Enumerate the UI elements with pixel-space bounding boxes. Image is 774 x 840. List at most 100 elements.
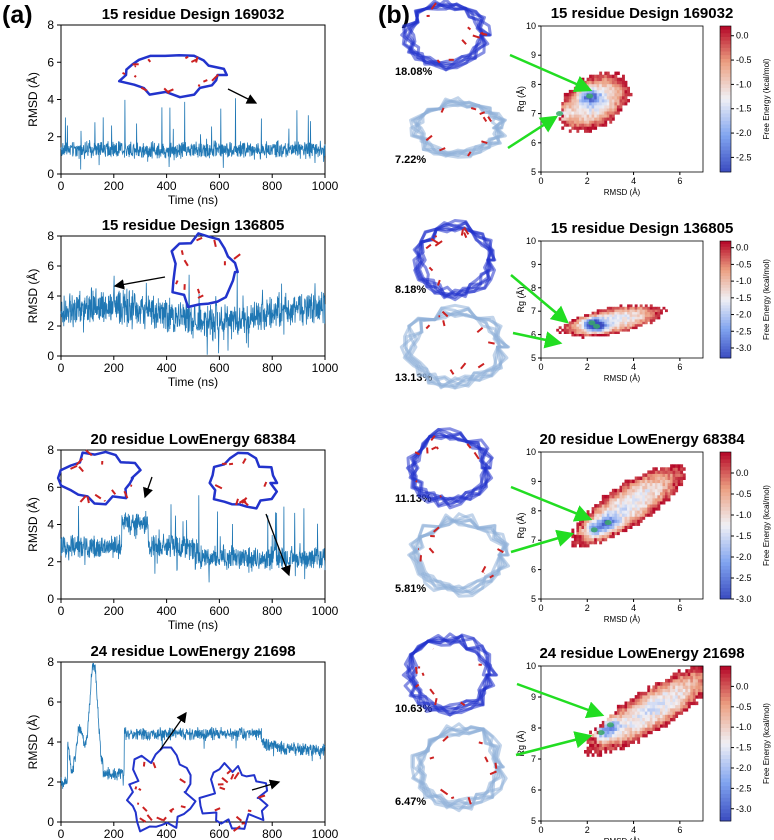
fe-cell <box>611 522 615 526</box>
fe-cell <box>632 724 635 728</box>
fe-cell <box>599 724 603 728</box>
fe-cell <box>619 309 623 313</box>
fe-cell <box>594 120 598 124</box>
fe-cell <box>672 704 676 709</box>
fe-cell <box>680 691 684 696</box>
side-chain-stick <box>476 326 484 334</box>
fe-cell <box>660 309 663 313</box>
fe-cell <box>675 672 679 677</box>
fe-cell <box>566 96 570 100</box>
fe-cell <box>604 720 608 725</box>
fe-cell <box>609 534 613 539</box>
fe-cell <box>629 316 633 320</box>
side-chain-stick <box>183 259 189 267</box>
fe-cell <box>627 497 630 502</box>
fe-cell <box>654 497 658 502</box>
fe-cell <box>584 750 587 754</box>
fe-chart-title: 15 residue Design 136805 <box>551 220 734 237</box>
fe-cell <box>601 328 605 332</box>
fe-cell <box>599 111 603 115</box>
colorbar-frame <box>719 665 732 822</box>
colorbar-tick-label: -0.5 <box>736 489 752 499</box>
fe-cell <box>594 80 598 85</box>
fe-cell <box>566 117 570 121</box>
fe-cell <box>589 333 592 337</box>
fe-cell <box>606 74 610 79</box>
colorbar-segment <box>720 496 731 501</box>
fe-cell <box>619 717 623 722</box>
fe-cell <box>654 494 658 499</box>
fe-cell <box>589 328 592 332</box>
fe-cell <box>606 497 610 502</box>
fe-cell <box>629 92 633 97</box>
colorbar-segment <box>720 246 731 251</box>
fe-cell <box>576 102 580 106</box>
fe-cell <box>685 669 689 673</box>
fe-cell <box>662 494 666 499</box>
fe-cell <box>573 333 577 337</box>
fe-cell <box>619 306 623 310</box>
fe-cell <box>586 750 590 754</box>
fe-cell <box>604 525 608 529</box>
y-tick-label: 10 <box>526 21 536 31</box>
fe-cell <box>632 733 635 738</box>
fe-cell <box>657 501 661 505</box>
fe-cell <box>581 123 585 127</box>
fe-cell <box>624 89 628 94</box>
basin-arrow <box>512 331 563 349</box>
y-tick-label: 6 <box>531 785 536 795</box>
fe-cell <box>662 701 666 706</box>
fe-cell <box>604 733 608 738</box>
fe-cell <box>644 733 648 738</box>
fe-cell <box>670 682 673 686</box>
fe-cell <box>614 314 618 317</box>
fe-cell <box>589 316 592 320</box>
fe-cell <box>642 701 646 706</box>
fe-cell <box>611 504 615 508</box>
fe-cell <box>670 691 673 696</box>
fe-cell <box>624 501 628 505</box>
colorbar-segment <box>720 40 731 45</box>
fe-cell <box>599 750 603 754</box>
fe-cell <box>566 92 570 97</box>
colorbar-segment <box>720 547 731 552</box>
fe-cell <box>579 120 582 124</box>
fe-cell <box>589 108 592 112</box>
fe-cell <box>672 695 676 699</box>
colorbar-segment <box>720 700 731 706</box>
fe-cell <box>672 714 676 718</box>
fe-cell <box>622 501 625 505</box>
fe-cell <box>672 479 676 484</box>
fe-cell <box>601 516 605 520</box>
fe-cell <box>581 531 585 536</box>
fe-cell <box>670 479 673 484</box>
fe-cell <box>660 714 663 718</box>
fe-cell <box>670 678 673 683</box>
fe-cell <box>614 513 618 517</box>
fe-cell <box>619 488 623 493</box>
fe-cell <box>604 321 608 325</box>
rmsd-chart-title: 24 residue LowEnergy 21698 <box>90 643 295 660</box>
basin-population-label: 8.18% <box>395 284 426 296</box>
colorbar-segment <box>720 77 731 82</box>
side-chain-stick <box>430 2 437 10</box>
fe-cell <box>599 80 603 85</box>
fe-cell <box>622 83 625 88</box>
fe-cell <box>654 501 658 505</box>
backbone-trace <box>409 427 493 507</box>
y-tick-label: 6 <box>531 330 536 340</box>
fe-cell <box>654 482 658 487</box>
fe-cell <box>649 704 653 709</box>
fe-cell <box>644 711 648 715</box>
fe-cell <box>670 701 673 706</box>
fe-cell <box>586 108 590 112</box>
colorbar-segment <box>720 47 731 52</box>
colorbar-segment <box>720 258 731 262</box>
fe-cell <box>594 746 598 751</box>
fe-cell <box>616 704 620 709</box>
fe-cell <box>629 507 633 511</box>
fe-cell <box>660 717 663 722</box>
fe-cell <box>639 698 643 702</box>
fe-cell <box>680 479 684 484</box>
annotation-arrow <box>227 88 258 104</box>
